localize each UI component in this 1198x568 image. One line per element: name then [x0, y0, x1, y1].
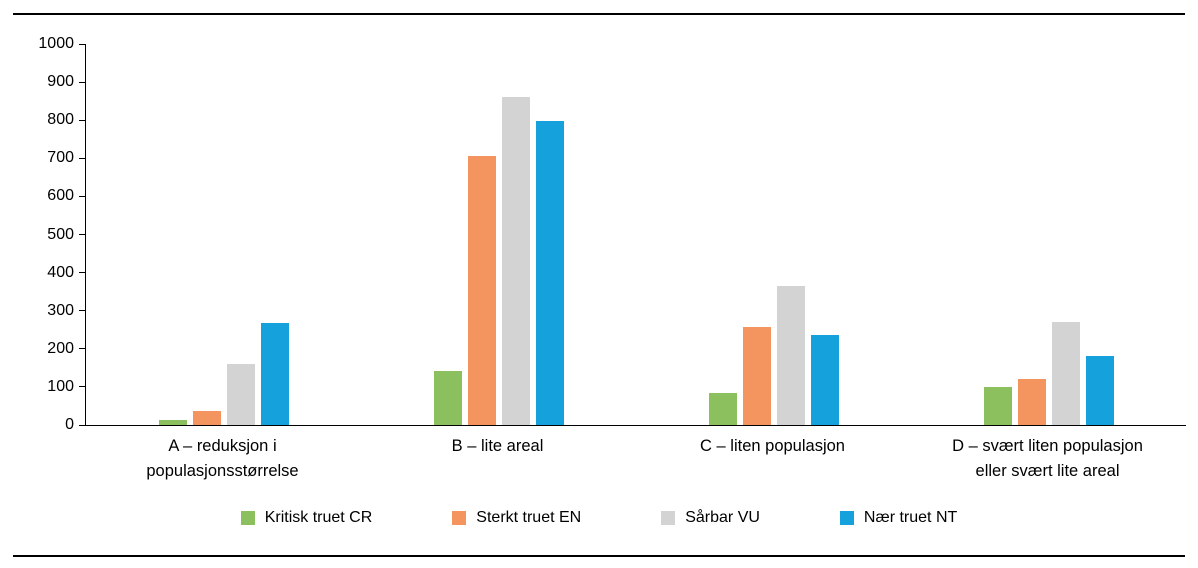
bar [1017, 378, 1046, 425]
top-rule [13, 13, 1185, 15]
y-tick-500: 500 [47, 225, 86, 243]
y-tick-label: 900 [47, 73, 74, 91]
y-tick-mark [79, 119, 86, 121]
bar [260, 322, 289, 425]
bar [776, 285, 805, 425]
legend-item: Kritisk truet CR [240, 509, 373, 527]
bar [433, 370, 462, 425]
legend-swatch [661, 511, 676, 525]
bar-group-D [911, 44, 1186, 425]
y-tick-mark [79, 234, 86, 235]
y-tick-0: 0 [65, 417, 86, 433]
category-label: B – lite areal [451, 437, 544, 455]
y-tick-label: 1000 [38, 35, 74, 52]
legend-item: Sårbar VU [661, 509, 760, 527]
y-tick-100: 100 [47, 377, 86, 395]
bar [1085, 356, 1114, 425]
y-tick-label: 500 [47, 225, 74, 243]
bar [708, 393, 737, 425]
y-tick-1000: 1000 [38, 36, 86, 52]
legend-swatch [240, 511, 255, 525]
y-tick-mark [79, 272, 86, 274]
bar [983, 386, 1012, 425]
bar [158, 420, 187, 425]
bar-group-C [636, 44, 911, 425]
y-tick-300: 300 [47, 301, 86, 319]
y-tick-label: 300 [47, 301, 74, 319]
y-tick-mark [79, 81, 86, 83]
legend-label: Sårbar VU [685, 509, 760, 526]
plot-area: 0 100 200 300 400 500 600 700 800 900 1000 [38, 36, 1186, 433]
legend: Kritisk truet CR Sterkt truet EN Sårbar VU… [0, 509, 1198, 527]
bar [226, 364, 255, 425]
y-tick-400: 400 [47, 263, 86, 281]
y-tick-label: 800 [47, 111, 74, 129]
bar [192, 410, 221, 425]
legend-label: Sterkt truet EN [476, 509, 582, 526]
y-tick-label: 400 [47, 263, 74, 281]
y-tick-700: 700 [47, 150, 86, 166]
bar [467, 156, 496, 425]
legend-item: Sterkt truet EN [452, 509, 581, 527]
y-tick-mark [79, 348, 86, 350]
y-tick-600: 600 [47, 188, 86, 204]
bar-group-B [361, 44, 636, 425]
category-label: A – reduksjon i populasjonsstørrelse [146, 437, 299, 480]
y-tick-mark [79, 157, 86, 159]
y-tick-label: 700 [47, 149, 74, 167]
category-labels: A – reduksjon i populasjonsstørrelse B – … [85, 434, 1185, 484]
y-tick-mark [79, 424, 86, 426]
y-tick-mark [79, 195, 86, 197]
y-tick-mark [79, 386, 86, 388]
category-label: C – liten populasjon [700, 437, 845, 455]
bar-groups [86, 44, 1186, 425]
y-tick-label: 600 [47, 187, 74, 205]
legend-swatch [452, 511, 467, 525]
bar [501, 96, 530, 425]
y-tick-label: 0 [65, 416, 74, 433]
bar-group-A [86, 44, 361, 425]
legend-item: Nær truet NT [839, 509, 958, 527]
bar [535, 120, 564, 425]
category-label: D – svært liten populasjon eller svært l… [952, 437, 1143, 480]
y-tick-mark [79, 43, 86, 45]
y-tick-900: 900 [47, 74, 86, 90]
bar [810, 335, 839, 425]
y-tick-label: 100 [47, 377, 74, 395]
bar [742, 327, 771, 425]
legend-label: Kritisk truet CR [264, 509, 373, 526]
y-tick-label: 200 [47, 339, 74, 357]
legend-label: Nær truet NT [863, 509, 958, 526]
bar [1051, 322, 1080, 425]
y-tick-800: 800 [47, 112, 86, 128]
y-tick-mark [79, 310, 86, 312]
bottom-rule [13, 555, 1185, 557]
y-tick-200: 200 [47, 339, 86, 357]
legend-swatch [839, 511, 854, 525]
